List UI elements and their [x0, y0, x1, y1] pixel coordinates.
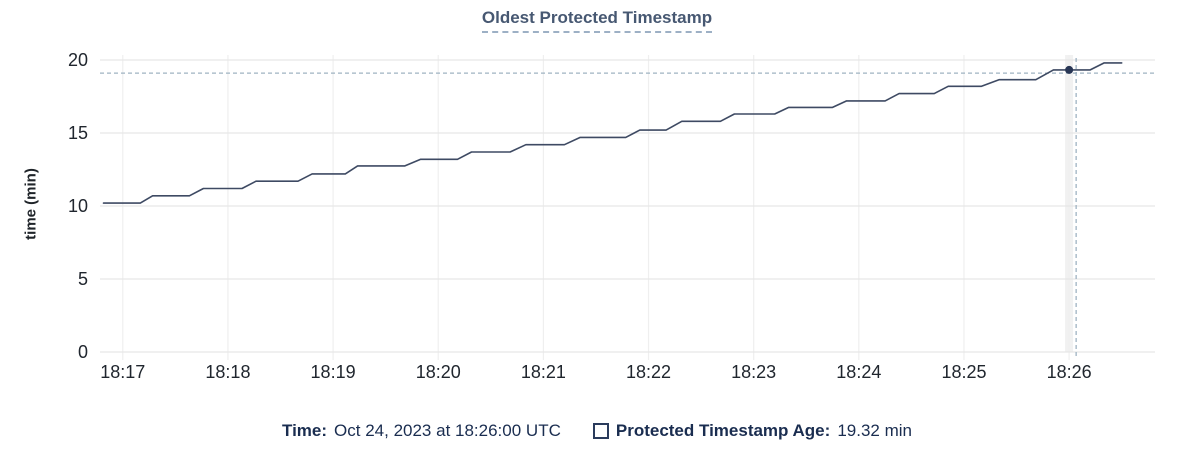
x-tick-label: 18:26 [1047, 362, 1092, 382]
hover-time-value: Oct 24, 2023 at 18:26:00 UTC [334, 421, 561, 440]
x-tick-label: 18:19 [311, 362, 356, 382]
hover-time-label: Time: [282, 421, 328, 440]
y-tick-label: 10 [68, 196, 88, 216]
series-line [102, 62, 1123, 204]
x-tick-label: 18:22 [626, 362, 671, 382]
x-tick-label: 18:21 [521, 362, 566, 382]
x-tick-label: 18:24 [836, 362, 881, 382]
chart-title[interactable]: Oldest Protected Timestamp [481, 8, 713, 33]
y-tick-label: 5 [78, 269, 88, 289]
series-swatch-icon [592, 423, 609, 439]
x-tick-label: 18:25 [941, 362, 986, 382]
x-tick-label: 18:18 [205, 362, 250, 382]
hover-dot [1065, 65, 1074, 74]
y-tick-label: 0 [78, 342, 88, 362]
y-tick-label: 15 [68, 123, 88, 143]
legend-item-protected-timestamp-age[interactable]: Protected Timestamp Age: 19.32 min [592, 421, 912, 441]
chart-canvas[interactable]: 18:17 18:18 18:19 18:20 18:21 18:22 18:23 18:24… [0, 0, 1194, 404]
x-tick-label: 18:23 [731, 362, 776, 382]
x-tick-label: 18:20 [416, 362, 461, 382]
chart-header: Oldest Protected Timestamp [0, 8, 1194, 33]
x-tick-label: 18:17 [100, 362, 145, 382]
hover-time: Time: Oct 24, 2023 at 18:26:00 UTC [282, 421, 561, 441]
plot-area[interactable] [100, 55, 1155, 352]
series-value: 19.32 min [837, 421, 912, 440]
hover-legend: Time: Oct 24, 2023 at 18:26:00 UTC Prote… [0, 421, 1194, 441]
y-tick-label: 20 [68, 50, 88, 70]
series-label: Protected Timestamp Age: [615, 421, 831, 440]
